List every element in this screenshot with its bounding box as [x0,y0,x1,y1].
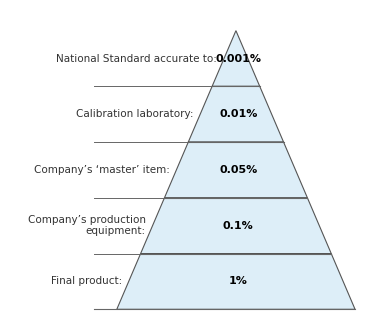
Text: Company’s ‘master’ item:: Company’s ‘master’ item: [34,165,170,175]
Text: 0.1%: 0.1% [223,221,254,231]
Text: Final product:: Final product: [51,276,122,287]
Text: National Standard accurate to:: National Standard accurate to: [56,53,217,64]
Polygon shape [117,254,355,309]
Text: 0.05%: 0.05% [219,165,257,175]
Text: Calibration laboratory:: Calibration laboratory: [76,109,193,119]
Text: 1%: 1% [229,276,248,287]
Polygon shape [188,86,284,142]
Text: Company’s production
equipment:: Company’s production equipment: [28,215,146,236]
Polygon shape [164,142,308,198]
Text: 0.001%: 0.001% [215,53,261,64]
Polygon shape [212,31,260,86]
Polygon shape [141,198,331,254]
Text: 0.01%: 0.01% [219,109,257,119]
